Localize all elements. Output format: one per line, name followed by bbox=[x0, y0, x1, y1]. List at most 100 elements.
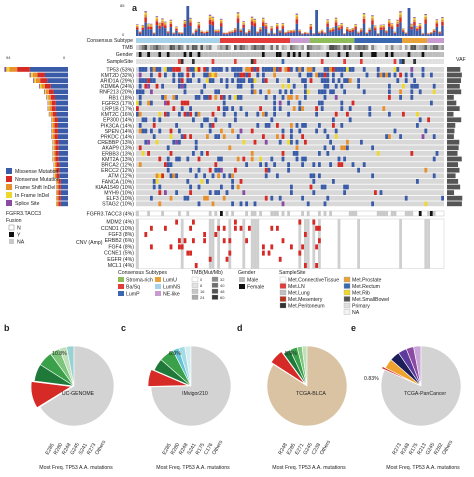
mutation-cell bbox=[335, 112, 338, 117]
tmb-bar-segment bbox=[209, 20, 212, 24]
tmb-bar-segment bbox=[338, 25, 341, 26]
tmb-bar-segment bbox=[396, 20, 399, 21]
mutation-cell bbox=[287, 101, 290, 106]
gene-frequency-bar-segment bbox=[49, 106, 51, 111]
oncoprint-grid bbox=[136, 67, 444, 206]
pie-panel-e: e0.83%TCGA-PanCancerR273R248R175R213G245… bbox=[351, 323, 461, 471]
cnv-na-column bbox=[304, 219, 307, 269]
mutation-cell bbox=[290, 89, 293, 94]
mutation-cell bbox=[170, 151, 173, 156]
tmb-bar-segment bbox=[189, 18, 192, 19]
tmb-bar-segment bbox=[332, 28, 335, 29]
tmb-track-cell bbox=[245, 45, 248, 50]
tmb-bar-segment bbox=[147, 24, 150, 25]
samplesite-track-cell bbox=[226, 59, 229, 64]
tmb-bar-segment bbox=[136, 26, 139, 27]
samplesite-track-cell bbox=[430, 59, 433, 64]
mutation-cell bbox=[203, 196, 206, 201]
mutation-cell bbox=[189, 168, 192, 173]
mutation-cell bbox=[164, 190, 167, 195]
mutation-cell bbox=[153, 67, 156, 72]
tmb-track-cell bbox=[214, 45, 217, 50]
tmb-bar-segment bbox=[293, 33, 296, 36]
consensus-legend-label: NE-like bbox=[163, 292, 180, 298]
fusion-cell-na bbox=[214, 211, 217, 216]
gender-track-cell bbox=[203, 52, 206, 57]
tmb-track-cell bbox=[307, 45, 310, 50]
samplesite-track-cell bbox=[363, 59, 366, 64]
tmb-bar-segment bbox=[273, 34, 276, 36]
mutation-cell bbox=[290, 140, 293, 145]
mutation-cell bbox=[388, 95, 391, 100]
samplesite-track-cell bbox=[396, 59, 399, 64]
mutation-cell bbox=[410, 95, 413, 100]
cnv-na-column bbox=[357, 219, 360, 269]
samplesite-track-cell bbox=[139, 59, 142, 64]
tmb-track-cell bbox=[304, 45, 307, 50]
tmb-bar-segment bbox=[245, 34, 248, 36]
samplesite-track-cell bbox=[382, 59, 385, 64]
tmb-bar-segment bbox=[346, 31, 349, 36]
cnv-na-column bbox=[307, 219, 310, 269]
cnv-amp-cell bbox=[214, 232, 217, 237]
tmb-bar-segment bbox=[284, 33, 287, 34]
tmb-bar-segment bbox=[424, 14, 427, 15]
mutation-cell bbox=[186, 179, 189, 184]
fusion-cell-na bbox=[377, 211, 380, 216]
tmb-bar-segment bbox=[254, 19, 257, 20]
gender-track-cell bbox=[206, 52, 209, 57]
gene-frequency-bar-segment bbox=[56, 101, 68, 106]
mutation-cell bbox=[228, 145, 231, 150]
tmb-bar-segment bbox=[164, 24, 167, 26]
tmb-legend-swatch bbox=[192, 295, 198, 300]
mutation-cell bbox=[150, 129, 153, 134]
tmb-bar-segment bbox=[156, 21, 159, 25]
mutation-cell bbox=[368, 112, 371, 117]
mutation-cell bbox=[265, 173, 268, 178]
mutation-cell bbox=[217, 89, 220, 94]
mutation-cell bbox=[186, 73, 189, 78]
tmb-bar-segment bbox=[209, 18, 212, 21]
gender-track-cell bbox=[363, 52, 366, 57]
mutation-cell bbox=[195, 112, 198, 117]
tmb-track-cell bbox=[273, 45, 276, 50]
mutation-cell bbox=[380, 190, 383, 195]
samplesite-track-cell bbox=[234, 59, 237, 64]
tmb-track-cell bbox=[251, 45, 254, 50]
tmb-bar-segment bbox=[343, 34, 346, 35]
mutation-cell bbox=[410, 73, 413, 78]
tmb-track-cell bbox=[262, 45, 265, 50]
tmb-track-cell bbox=[438, 45, 441, 50]
tmb-bar-segment bbox=[338, 30, 341, 36]
gender-track-cell bbox=[326, 52, 329, 57]
tmb-track-cell bbox=[416, 45, 419, 50]
mutation-cell bbox=[301, 106, 304, 111]
mutation-cell bbox=[178, 73, 181, 78]
mutation-cell bbox=[237, 67, 240, 72]
vaf-bar bbox=[447, 67, 460, 72]
tmb-track-cell bbox=[396, 45, 399, 50]
tmb-track-cell bbox=[158, 45, 161, 50]
cnv-amp-cell bbox=[209, 257, 212, 262]
mutation-cell bbox=[195, 140, 198, 145]
tmb-bar-segment bbox=[402, 32, 405, 36]
mutation-cell bbox=[304, 123, 307, 128]
mutation-cell bbox=[206, 134, 209, 139]
mutation-cell bbox=[301, 123, 304, 128]
mutation-cell bbox=[220, 78, 223, 83]
tmb-bar-segment bbox=[396, 27, 399, 36]
tmb-bar-segment bbox=[388, 27, 391, 36]
fusion-cell-na bbox=[226, 211, 229, 216]
mutation-cell bbox=[298, 129, 301, 134]
samplesite-track-cell bbox=[410, 59, 413, 64]
tmb-bar-segment bbox=[321, 31, 324, 32]
mutation-cell bbox=[214, 73, 217, 78]
mutation-cell bbox=[357, 84, 360, 89]
tmb-track-cell bbox=[385, 45, 388, 50]
tmb-bar-segment bbox=[212, 25, 215, 36]
mutation-cell bbox=[178, 157, 181, 162]
tmb-bar-segment bbox=[352, 30, 355, 32]
mutation-cell bbox=[268, 67, 271, 72]
gene-frequency-bar-segment bbox=[47, 78, 68, 83]
tmb-track-cell bbox=[366, 45, 369, 50]
